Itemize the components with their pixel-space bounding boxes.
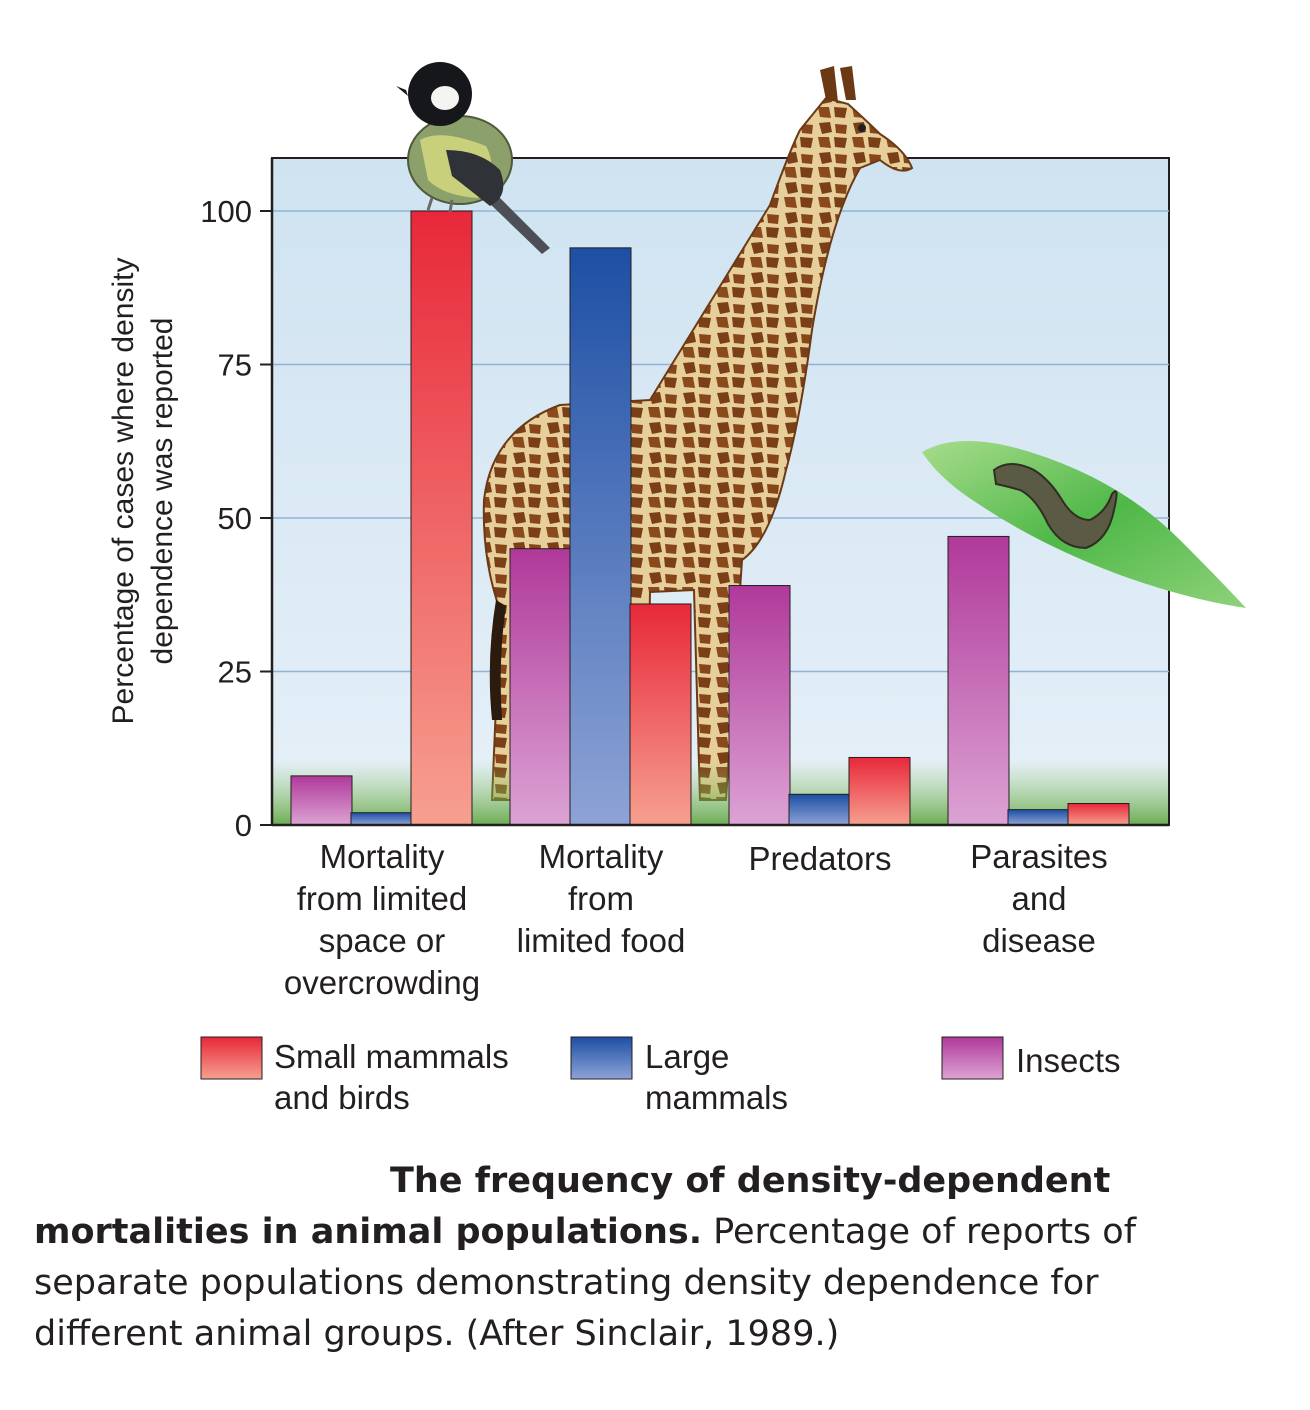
bar — [728, 585, 791, 826]
x-category-label: from limited — [297, 880, 468, 917]
bar — [848, 756, 911, 826]
legend-swatch — [570, 1036, 633, 1080]
bar — [290, 775, 353, 826]
legend-label: and birds — [274, 1079, 410, 1116]
caterpillar-on-leaf-illustration — [922, 441, 1246, 608]
y-tick-label: 50 — [218, 501, 252, 536]
y-tick-label: 100 — [200, 194, 252, 229]
legend-label: Insects — [1016, 1042, 1121, 1079]
legend-swatch — [200, 1036, 263, 1080]
legend-label: Large — [645, 1038, 729, 1075]
x-category-label: overcrowding — [284, 964, 480, 1001]
chart: 0 25 50 75 100 Percentage of cases where dens… — [107, 62, 1246, 1116]
y-tick-label: 25 — [218, 655, 252, 690]
legend-label: mammals — [645, 1079, 788, 1116]
x-category-label: Mortality — [320, 838, 445, 875]
x-category-label: disease — [982, 922, 1096, 959]
x-category-label: space or — [319, 922, 446, 959]
bar — [1067, 803, 1130, 826]
x-category-label: and — [1011, 880, 1066, 917]
x-category-label: Parasites — [970, 838, 1108, 875]
y-tick-label: 75 — [218, 348, 252, 383]
y-axis-title-line: dependence was reported — [146, 318, 179, 665]
giraffe-illustration — [482, 66, 914, 801]
y-axis-title-line: Percentage of cases where density — [107, 258, 140, 725]
bar — [569, 247, 632, 826]
bar — [947, 535, 1010, 826]
x-category-label: limited food — [517, 922, 686, 959]
bar — [629, 603, 692, 826]
caption-title: The frequency of density-dependent morta… — [34, 1161, 1111, 1252]
caption-body: Percentage of reports of separate popula… — [34, 1212, 1137, 1354]
figure-caption: The frequency of density-dependent morta… — [34, 1156, 1254, 1360]
bar — [788, 793, 851, 826]
bar — [350, 812, 413, 826]
x-category-label: from — [568, 880, 634, 917]
bar — [1007, 809, 1070, 826]
x-category-label: Mortality — [539, 838, 664, 875]
bar — [410, 210, 473, 826]
y-tick-label: 0 — [235, 808, 252, 843]
bird-illustration — [396, 62, 550, 254]
x-category-label: Predators — [748, 840, 891, 877]
legend-swatch — [941, 1036, 1004, 1080]
legend-label: Small mammals — [274, 1038, 509, 1075]
bar — [509, 548, 572, 826]
